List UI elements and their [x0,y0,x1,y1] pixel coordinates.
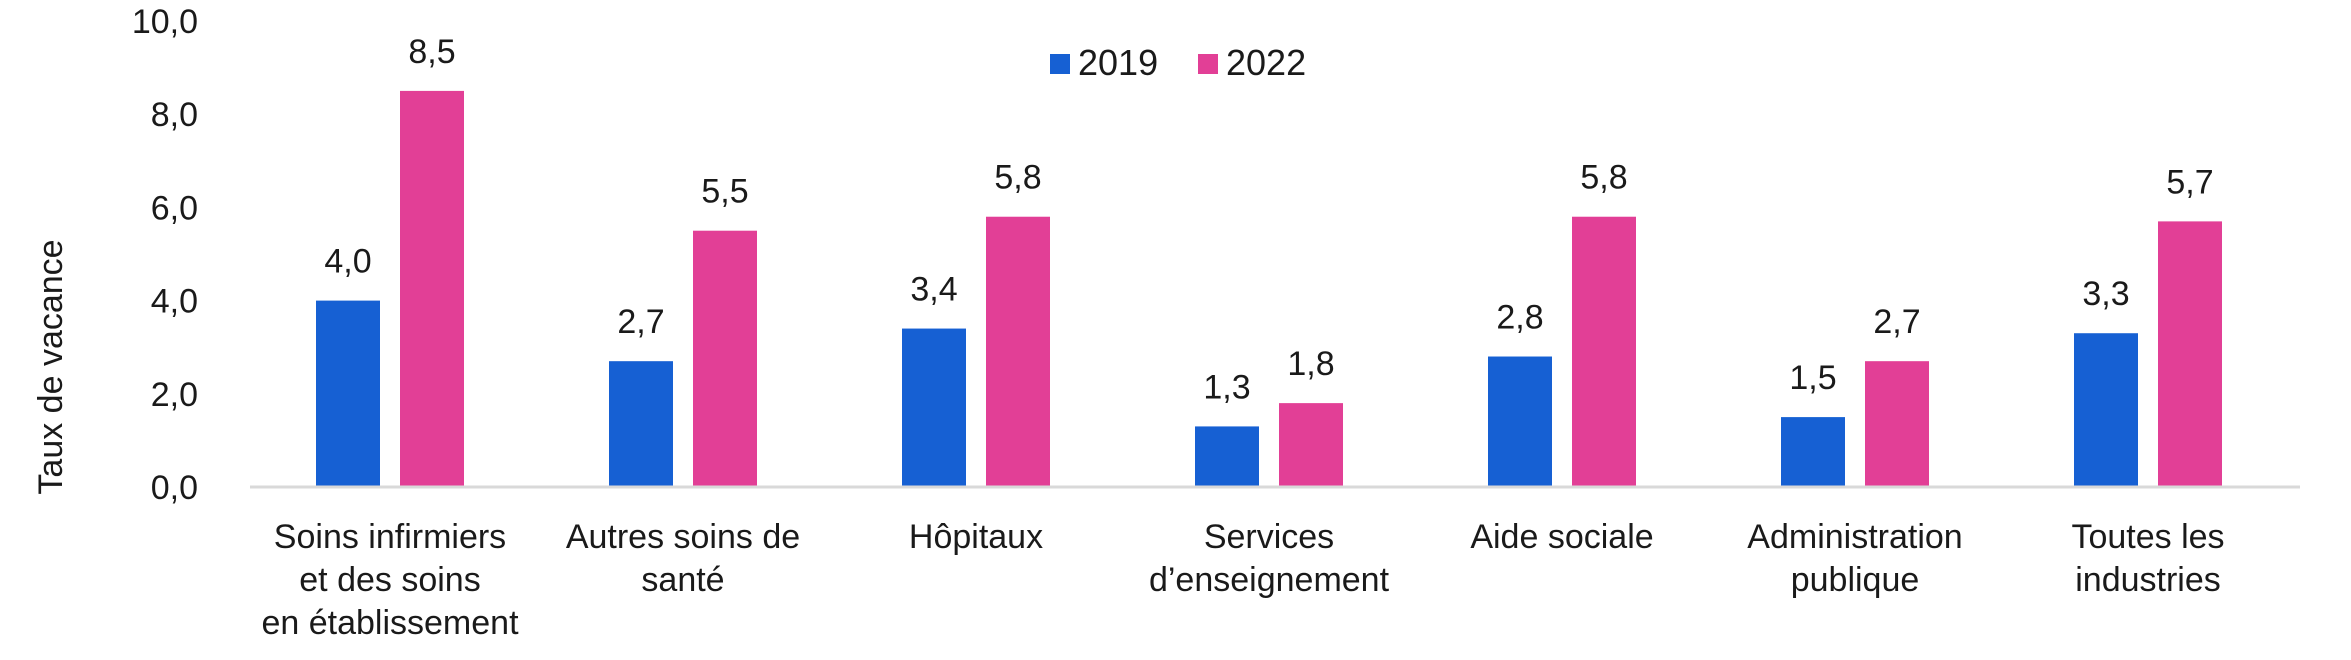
data-labels: 4,0 2,7 3,4 1,3 2,8 1,5 3,3 8,5 5,5 5,8 1,8 5,8 2,7 5… [324,33,2213,407]
y-axis-title: Taux de vacance [32,239,70,494]
category-label: Aide sociale [1470,518,1653,556]
bar-2019-3 [1195,426,1259,487]
bar-2019-4 [1488,356,1552,487]
data-label: 5,5 [701,173,748,211]
bar-2022-2 [986,216,1050,487]
bar-2022-6 [2158,221,2222,487]
bar-2022-5 [1865,361,1929,487]
legend-label: 2022 [1226,42,1306,83]
legend-swatch-2022 [1198,54,1218,74]
y-tick-label: 0,0 [151,469,198,507]
category-label: Hôpitaux [909,518,1043,556]
data-label: 1,3 [1203,368,1250,406]
y-axis-ticks: 0,0 2,0 4,0 6,0 8,0 10,0 [132,3,198,507]
y-tick-label: 8,0 [151,96,198,134]
data-label: 2,7 [617,303,664,341]
data-label: 8,5 [408,33,455,71]
bar-2019-0 [316,300,380,487]
category-label: publique [1791,561,1920,599]
legend-label: 2019 [1078,42,1158,83]
data-label: 3,3 [2082,275,2129,313]
data-label: 2,7 [1873,303,1920,341]
data-label: 1,8 [1287,345,1334,383]
y-tick-label: 6,0 [151,189,198,227]
data-label: 5,8 [1580,159,1627,197]
y-tick-label: 10,0 [132,3,198,41]
data-label: 3,4 [910,271,957,309]
bar-2022-0 [400,90,464,488]
y-tick-label: 2,0 [151,376,198,414]
legend: 2019 2022 [1050,42,1306,83]
category-labels: Soins infirmiers et des soins en établisse… [261,518,2224,642]
category-label: Administration [1747,518,1962,556]
category-label: Soins infirmiers [274,518,506,556]
category-label: Services [1204,518,1334,556]
bar-2022-4 [1572,216,1636,487]
bars [316,90,2222,488]
legend-swatch-2019 [1050,54,1070,74]
bar-2019-2 [902,328,966,487]
data-label: 1,5 [1789,359,1836,397]
y-tick-label: 4,0 [151,283,198,321]
category-label: en établissement [261,604,519,642]
data-label: 2,8 [1496,299,1543,337]
data-label: 4,0 [324,243,371,281]
bar-2022-3 [1279,403,1343,487]
category-label: Autres soins de [566,518,800,556]
bar-2022-1 [693,230,757,487]
bar-2019-6 [2074,333,2138,487]
category-label: industries [2075,561,2221,599]
bar-2019-1 [609,361,673,487]
data-label: 5,7 [2166,163,2213,201]
category-label: santé [641,561,724,599]
category-label: et des soins [299,561,480,599]
data-label: 5,8 [994,159,1041,197]
category-label: Toutes les [2071,518,2224,556]
bar-2019-5 [1781,417,1845,487]
category-label: d’enseignement [1149,561,1390,599]
